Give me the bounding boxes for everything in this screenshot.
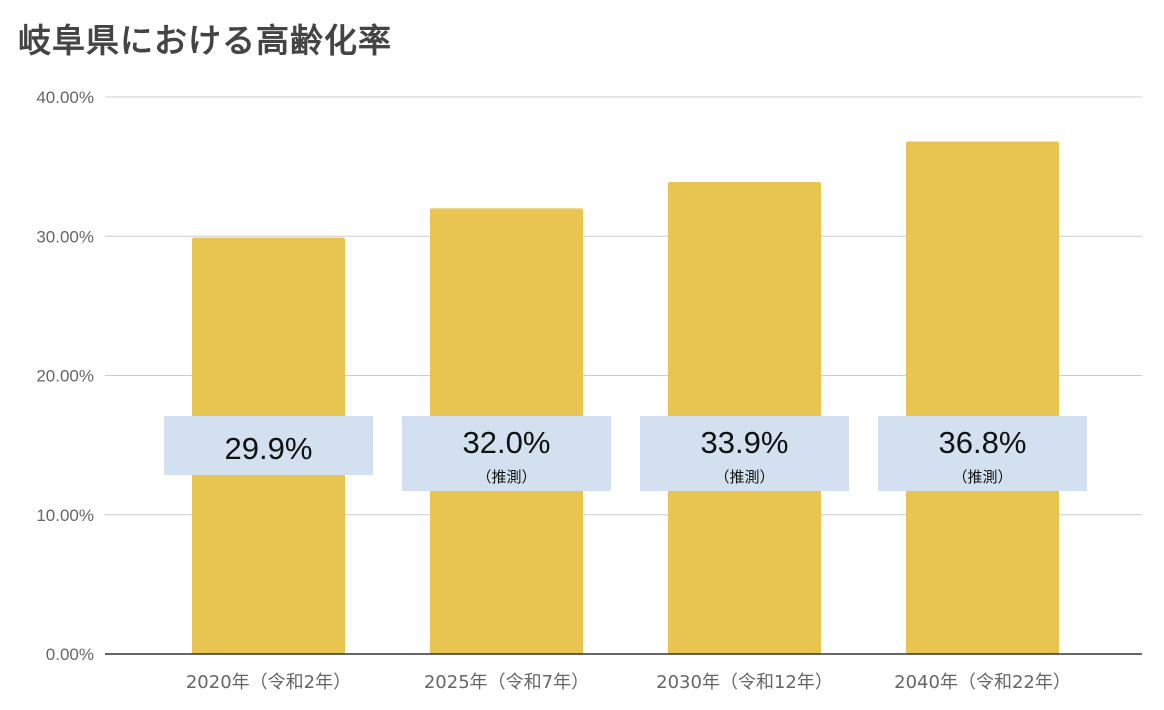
- y-tick-label: 20.00%: [36, 367, 94, 386]
- data-label-box: [640, 416, 849, 491]
- data-label-note: （推測）: [952, 468, 1012, 486]
- y-tick-label: 10.00%: [36, 506, 94, 525]
- data-label: 36.8%: [939, 425, 1027, 460]
- data-label-note: （推測）: [476, 468, 536, 486]
- data-label: 33.9%: [701, 425, 789, 460]
- chart-title: 岐阜県における高齢化率: [18, 21, 392, 60]
- x-tick-label: 2040年（令和22年）: [894, 672, 1071, 693]
- x-tick-label: 2020年（令和2年）: [186, 672, 351, 693]
- data-label-box: [164, 416, 373, 475]
- y-tick-label: 0.00%: [46, 645, 94, 664]
- y-tick-label: 30.00%: [36, 227, 94, 246]
- data-label-note: （推測）: [714, 468, 774, 486]
- data-label-box: [878, 416, 1087, 491]
- x-tick-label: 2030年（令和12年）: [656, 672, 833, 693]
- data-label: 29.9%: [225, 431, 313, 466]
- y-tick-label: 40.00%: [36, 88, 94, 107]
- x-tick-label: 2025年（令和7年）: [424, 672, 589, 693]
- data-label-box: [402, 416, 611, 491]
- bar: [906, 141, 1059, 654]
- data-label: 32.0%: [463, 425, 551, 460]
